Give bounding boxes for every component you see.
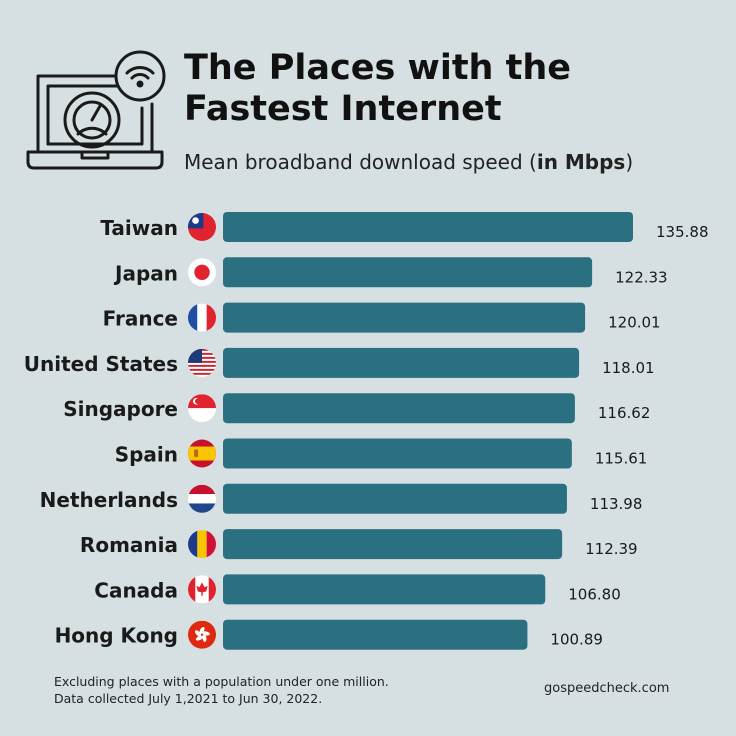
value-label: 118.01 xyxy=(602,359,655,377)
title-line-2: Fastest Internet xyxy=(184,89,502,129)
france-flag-icon xyxy=(188,303,216,332)
value-label: 100.89 xyxy=(550,631,603,649)
bar-canada xyxy=(223,574,546,605)
bar-spain xyxy=(223,438,572,469)
value-label: 116.62 xyxy=(598,404,651,422)
value-label: 115.61 xyxy=(595,450,648,468)
footnote-line-1: Excluding places with a population under… xyxy=(54,674,389,689)
laptop-speedometer-icon xyxy=(26,50,166,170)
bar-chart: Taiwan 135.88 Japan 122.33 France 120.01 Unite… xyxy=(24,212,709,650)
subtitle-text: Mean broadband download speed ( xyxy=(184,150,537,174)
value-label: 122.33 xyxy=(615,268,668,286)
footnote: Excluding places with a population under… xyxy=(54,673,389,707)
value-label: 112.39 xyxy=(585,540,638,558)
singapore-flag-icon xyxy=(188,394,216,423)
bar-romania xyxy=(223,529,563,560)
subtitle-unit: in Mbps xyxy=(536,150,626,174)
title-line-1: The Places with the xyxy=(184,48,572,88)
value-label: 135.88 xyxy=(656,223,709,241)
category-label: Canada xyxy=(94,578,178,602)
category-label: Netherlands xyxy=(40,488,178,512)
value-label: 120.01 xyxy=(608,314,661,332)
usa-flag-icon xyxy=(188,348,216,377)
bar-japan xyxy=(223,257,593,288)
category-label: Japan xyxy=(113,261,178,285)
category-label: Romania xyxy=(80,533,178,557)
bar-france xyxy=(223,302,586,333)
footnote-line-2: Data collected July 1,2021 to Jun 30, 20… xyxy=(54,691,323,706)
japan-flag-icon xyxy=(188,258,216,287)
bar-taiwan xyxy=(223,212,633,242)
chart-subtitle: Mean broadband download speed (in Mbps) xyxy=(184,150,633,174)
bar-hong-kong xyxy=(223,619,528,650)
hong-kong-flag-icon xyxy=(188,620,216,649)
category-label: Taiwan xyxy=(100,216,178,240)
bar-singapore xyxy=(223,393,575,424)
source-credit: gospeedcheck.com xyxy=(544,681,670,696)
category-label: France xyxy=(103,307,178,331)
category-label: Singapore xyxy=(63,397,178,421)
bar-netherlands xyxy=(223,483,567,514)
value-label: 106.80 xyxy=(568,585,621,603)
subtitle-close: ) xyxy=(625,150,634,174)
taiwan-flag-icon xyxy=(188,213,216,241)
category-label: Hong Kong xyxy=(55,624,178,648)
chart-title: The Places with the Fastest Internet xyxy=(184,48,704,130)
romania-flag-icon xyxy=(188,530,216,559)
category-label: Spain xyxy=(115,443,178,467)
category-label: United States xyxy=(24,352,178,376)
spain-flag-icon xyxy=(188,439,216,468)
bar-united-states xyxy=(223,347,580,378)
value-label: 113.98 xyxy=(590,495,643,513)
canada-flag-icon xyxy=(188,575,216,604)
netherlands-flag-icon xyxy=(188,484,216,513)
